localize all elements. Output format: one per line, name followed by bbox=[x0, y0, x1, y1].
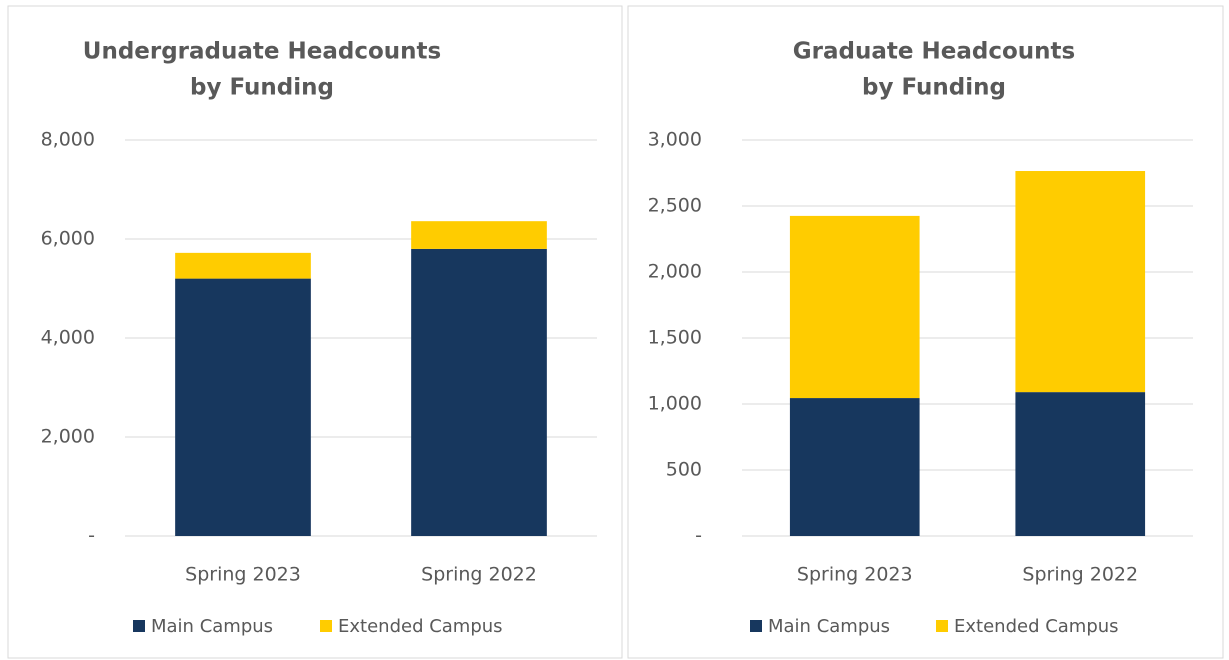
legend-swatch bbox=[320, 620, 332, 632]
y-tick-label: 2,500 bbox=[648, 195, 702, 217]
y-tick-label: 1,500 bbox=[648, 327, 702, 349]
bar-segment bbox=[175, 278, 311, 536]
legend-label: Extended Campus bbox=[954, 616, 1119, 637]
chart-title: by Funding bbox=[862, 75, 1006, 101]
legend-swatch bbox=[133, 620, 145, 632]
bar-segment bbox=[789, 215, 920, 399]
bar-segment bbox=[789, 398, 920, 536]
legend-swatch bbox=[936, 620, 948, 632]
bar-segment bbox=[175, 252, 311, 279]
bar-segment bbox=[411, 248, 547, 536]
y-tick-label: 4,000 bbox=[41, 327, 95, 349]
y-tick-label: - bbox=[695, 525, 702, 547]
y-tick-label: 6,000 bbox=[41, 228, 95, 250]
x-tick-label: Spring 2023 bbox=[185, 564, 301, 586]
y-tick-label: 3,000 bbox=[648, 129, 702, 151]
chart-title: by Funding bbox=[190, 75, 334, 101]
chart-title: Undergraduate Headcounts bbox=[83, 39, 441, 65]
y-tick-label: 2,000 bbox=[41, 426, 95, 448]
y-tick-label: 8,000 bbox=[41, 129, 95, 151]
y-tick-label: 1,000 bbox=[648, 393, 702, 415]
bar-segment bbox=[1015, 171, 1146, 393]
x-tick-label: Spring 2022 bbox=[1022, 564, 1138, 586]
x-tick-label: Spring 2023 bbox=[797, 564, 913, 586]
y-tick-label: 2,000 bbox=[648, 261, 702, 283]
legend-label: Main Campus bbox=[768, 616, 890, 637]
bar-segment bbox=[1015, 392, 1146, 536]
chart-title: Graduate Headcounts bbox=[793, 39, 1075, 65]
y-tick-label: - bbox=[88, 525, 95, 547]
legend-label: Extended Campus bbox=[338, 616, 503, 637]
x-tick-label: Spring 2022 bbox=[421, 564, 537, 586]
legend-swatch bbox=[750, 620, 762, 632]
panel-border bbox=[627, 5, 1224, 659]
legend-label: Main Campus bbox=[151, 616, 273, 637]
panel-border bbox=[7, 5, 623, 659]
y-tick-label: 500 bbox=[666, 459, 702, 481]
bar-segment bbox=[411, 221, 547, 249]
